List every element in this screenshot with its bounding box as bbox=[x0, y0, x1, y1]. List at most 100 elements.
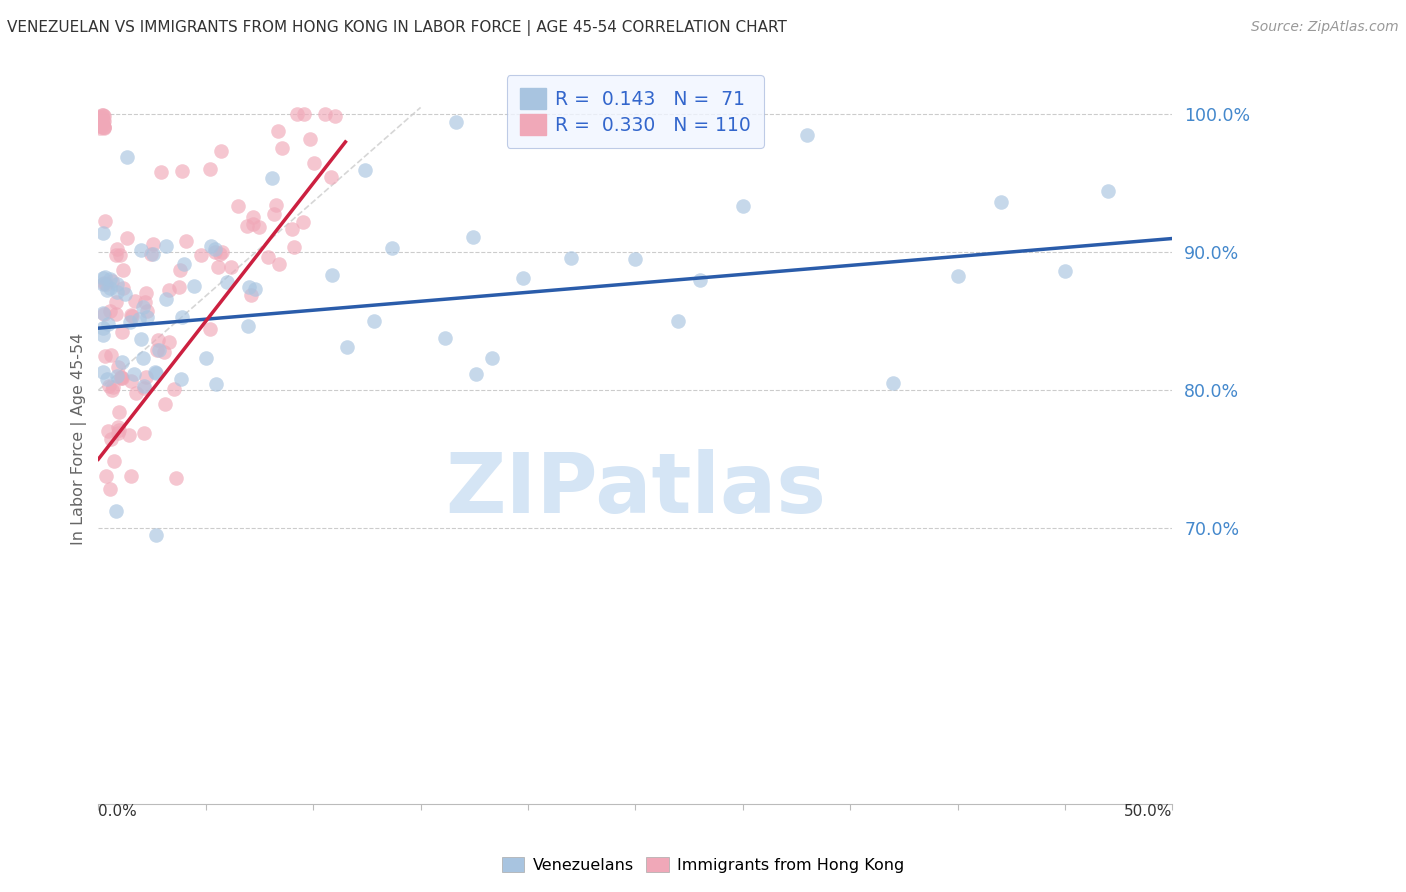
Point bbox=[560, 251, 582, 265]
Point bbox=[91, 111, 114, 125]
Point bbox=[512, 270, 534, 285]
Point bbox=[134, 294, 156, 309]
Point bbox=[235, 219, 257, 234]
Point bbox=[91, 114, 114, 128]
Point bbox=[143, 365, 166, 379]
Point bbox=[299, 132, 322, 146]
Point bbox=[89, 120, 111, 135]
Point bbox=[236, 319, 259, 334]
Point bbox=[267, 124, 290, 138]
Text: Source: ZipAtlas.com: Source: ZipAtlas.com bbox=[1251, 20, 1399, 34]
Point bbox=[353, 163, 375, 178]
Point bbox=[204, 244, 226, 259]
Point bbox=[263, 207, 285, 221]
Point bbox=[122, 368, 145, 382]
Point bbox=[118, 315, 141, 329]
Point bbox=[94, 214, 117, 228]
Point bbox=[120, 468, 142, 483]
Point bbox=[93, 121, 115, 136]
Point bbox=[94, 270, 117, 285]
Point bbox=[142, 247, 165, 261]
Point bbox=[198, 162, 221, 177]
Point bbox=[323, 109, 346, 123]
Point bbox=[285, 107, 308, 121]
Point bbox=[93, 120, 115, 134]
Point bbox=[302, 156, 325, 170]
Point bbox=[689, 273, 711, 287]
Point bbox=[132, 425, 155, 440]
Point bbox=[444, 115, 467, 129]
Point bbox=[97, 318, 120, 332]
Point bbox=[170, 371, 193, 385]
Point bbox=[946, 269, 969, 284]
Text: VENEZUELAN VS IMMIGRANTS FROM HONG KONG IN LABOR FORCE | AGE 45-54 CORRELATION C: VENEZUELAN VS IMMIGRANTS FROM HONG KONG … bbox=[7, 20, 787, 36]
Point bbox=[381, 241, 404, 255]
Point bbox=[172, 164, 194, 178]
Point bbox=[108, 423, 131, 437]
Point bbox=[183, 279, 205, 293]
Point bbox=[100, 433, 122, 447]
Point bbox=[243, 282, 266, 296]
Point bbox=[93, 307, 115, 321]
Point bbox=[314, 107, 336, 121]
Point bbox=[89, 119, 111, 133]
Point bbox=[125, 386, 148, 401]
Point bbox=[90, 112, 112, 126]
Legend: R =  0.143   N =  71, R =  0.330   N = 110: R = 0.143 N = 71, R = 0.330 N = 110 bbox=[506, 75, 765, 148]
Point bbox=[111, 281, 134, 295]
Point bbox=[105, 277, 128, 292]
Point bbox=[89, 115, 111, 129]
Point bbox=[242, 217, 264, 231]
Point bbox=[145, 366, 167, 380]
Point bbox=[247, 219, 270, 234]
Point bbox=[434, 331, 457, 345]
Point bbox=[117, 150, 139, 164]
Point bbox=[120, 374, 142, 388]
Point bbox=[256, 250, 278, 264]
Point bbox=[96, 283, 118, 297]
Point bbox=[121, 309, 143, 323]
Legend: Venezuelans, Immigrants from Hong Kong: Venezuelans, Immigrants from Hong Kong bbox=[496, 851, 910, 880]
Point bbox=[194, 351, 217, 365]
Point bbox=[105, 248, 128, 262]
Point bbox=[242, 210, 264, 224]
Point bbox=[98, 281, 121, 295]
Point bbox=[170, 310, 193, 324]
Point bbox=[169, 262, 191, 277]
Text: 0.0%: 0.0% bbox=[98, 804, 138, 819]
Point bbox=[114, 286, 136, 301]
Point bbox=[97, 379, 120, 393]
Point bbox=[117, 230, 139, 244]
Point bbox=[464, 367, 486, 381]
Point bbox=[94, 349, 117, 363]
Point bbox=[461, 230, 484, 244]
Point bbox=[90, 112, 112, 126]
Point bbox=[91, 118, 114, 132]
Point bbox=[131, 332, 153, 346]
Point bbox=[262, 170, 284, 185]
Point bbox=[209, 246, 232, 260]
Point bbox=[93, 120, 115, 134]
Point bbox=[1054, 264, 1077, 278]
Point bbox=[238, 280, 260, 294]
Point bbox=[93, 113, 115, 128]
Point bbox=[136, 304, 159, 318]
Point bbox=[198, 322, 221, 336]
Point bbox=[105, 369, 128, 384]
Point bbox=[145, 527, 167, 541]
Point bbox=[91, 226, 114, 240]
Point bbox=[134, 381, 156, 395]
Point bbox=[163, 383, 186, 397]
Text: ZIPatlas: ZIPatlas bbox=[444, 450, 825, 530]
Point bbox=[135, 286, 157, 301]
Point bbox=[107, 426, 129, 441]
Point bbox=[91, 271, 114, 285]
Point bbox=[173, 256, 195, 270]
Point bbox=[205, 376, 228, 391]
Point bbox=[363, 314, 385, 328]
Point bbox=[105, 242, 128, 256]
Point bbox=[132, 351, 155, 366]
Point bbox=[108, 404, 131, 418]
Point bbox=[211, 244, 233, 259]
Point bbox=[146, 333, 169, 347]
